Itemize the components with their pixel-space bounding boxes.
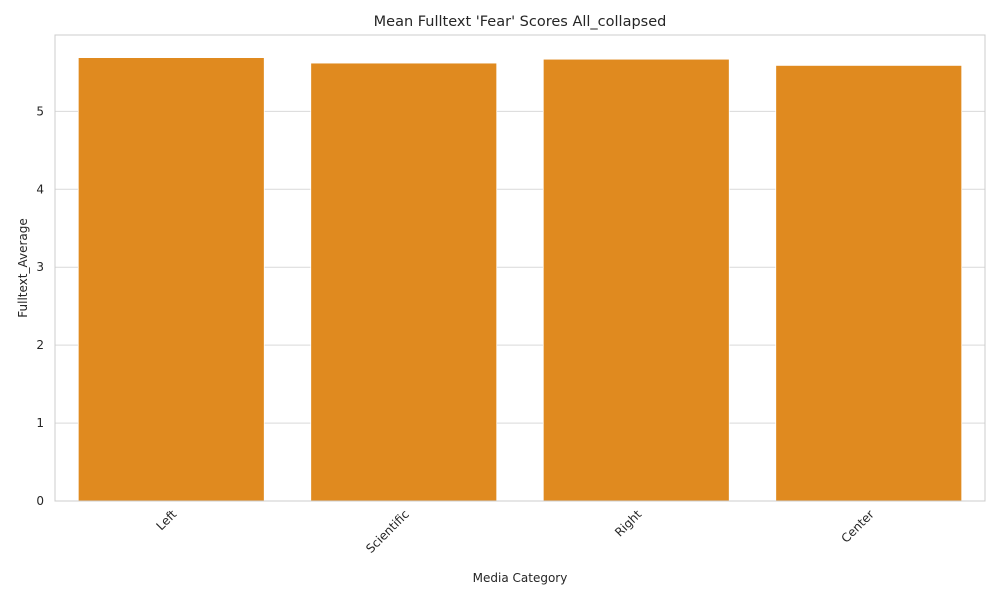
bar — [542, 58, 730, 502]
x-axis-label: Media Category — [473, 571, 568, 585]
y-axis-label: Fulltext_Average — [16, 218, 30, 317]
y-tick-label: 1 — [36, 416, 44, 430]
x-tick-label: Right — [612, 507, 644, 539]
bars — [77, 57, 963, 502]
x-tick-label: Scientific — [363, 507, 412, 556]
y-tick-labels: 0 1 2 3 4 5 — [36, 104, 44, 508]
y-tick-label: 2 — [36, 338, 44, 352]
y-tick-label: 4 — [36, 182, 44, 196]
bar — [310, 62, 498, 502]
y-tick-label: 3 — [36, 260, 44, 274]
bar — [77, 57, 265, 502]
bar — [775, 64, 963, 502]
axes-frame — [54, 34, 986, 502]
chart-title: Mean Fulltext 'Fear' Scores All_collapse… — [374, 14, 667, 30]
x-tick-labels: Left Scientific Right Center — [154, 507, 877, 556]
x-tick-label: Center — [838, 507, 877, 546]
x-tick-label: Left — [154, 507, 180, 533]
plot-frame — [54, 34, 986, 502]
y-tick-label: 5 — [36, 104, 44, 118]
y-tick-label: 0 — [36, 494, 44, 508]
